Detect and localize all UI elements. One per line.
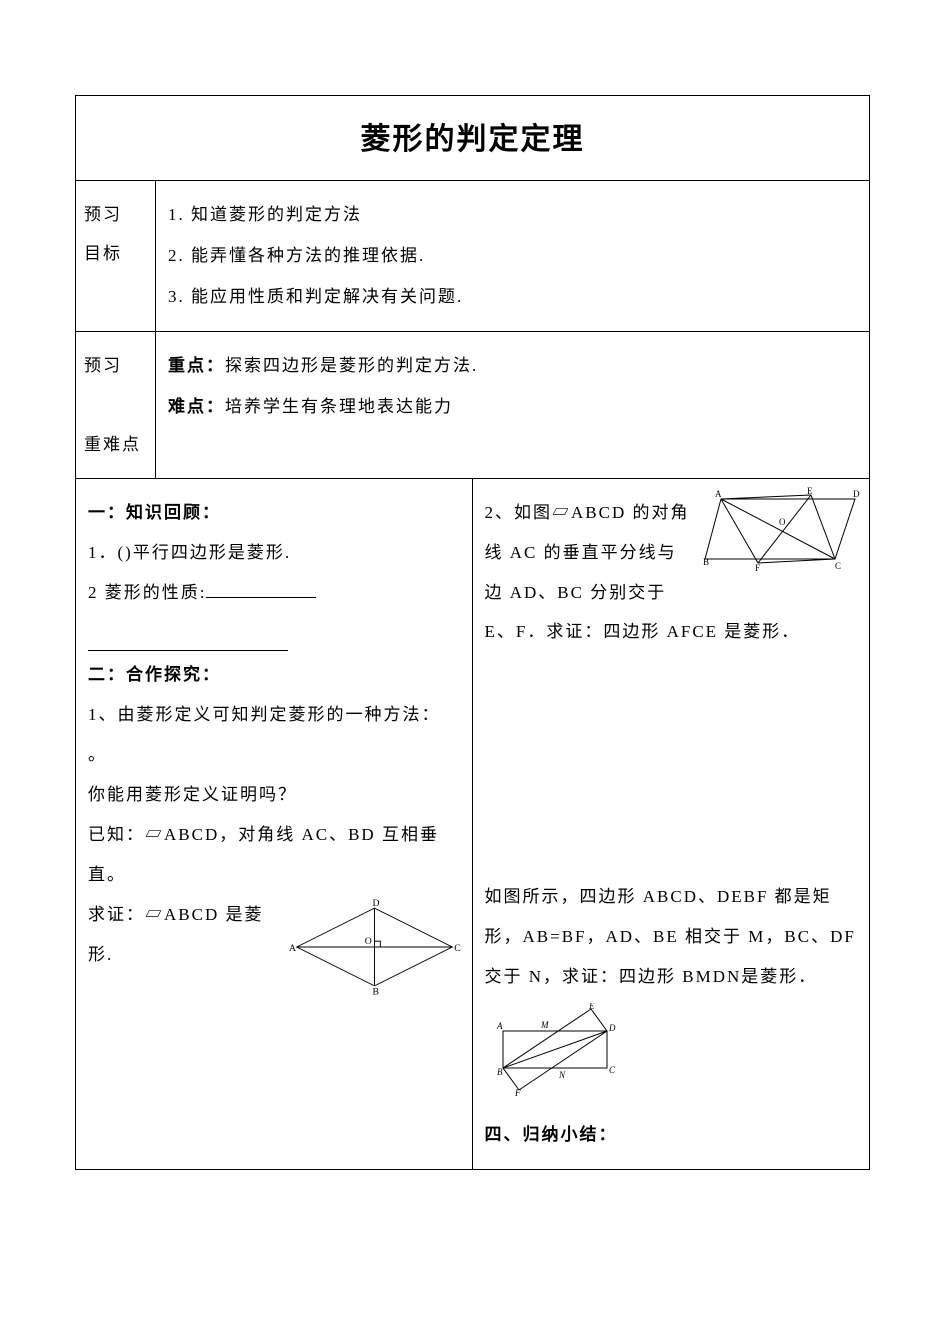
svg-text:D: D <box>853 489 862 499</box>
q3-text: 如图所示，四边形 ABCD、DEBF 都是矩形，AB=BF，AD、BE 相交于 … <box>485 877 860 997</box>
s1-line1: 1．()平行四边形是菱形. <box>88 533 462 573</box>
double-rect-svg: A D B C E F M N <box>485 1003 635 1098</box>
fill-blank-2 <box>88 634 288 651</box>
difficult-point-line: 难点：培养学生有条理地表达能力 <box>168 387 857 428</box>
svg-text:E: E <box>588 1003 597 1011</box>
svg-text:M: M <box>540 1020 551 1030</box>
s1-line2-text: 2 菱形的性质: <box>88 583 206 602</box>
svg-text:C: C <box>609 1065 617 1075</box>
svg-text:D: D <box>372 898 381 909</box>
spacer <box>485 652 860 877</box>
diff-label: 难点： <box>168 397 225 416</box>
preview-item-1: 1. 知道菱形的判定方法 <box>168 195 857 236</box>
q2-line-c: 边 AD、BC 分别交于 <box>485 573 695 613</box>
s2-prove: 求证：▱ABCD 是菱形. <box>88 905 263 964</box>
fill-blank-1 <box>206 581 316 598</box>
preview-goals-row: 预习 目标 1. 知道菱形的判定方法 2. 能弄懂各种方法的推理依据. 3. 能… <box>76 181 869 332</box>
q2-line-b: 线 AC 的垂直平分线与 <box>485 533 695 573</box>
svg-text:E: E <box>807 487 815 496</box>
s2-prove-with-figure: A C D B O 求证：▱ABCD 是菱形. <box>88 895 462 1056</box>
svg-text:D: D <box>608 1023 618 1033</box>
svg-text:F: F <box>514 1088 523 1098</box>
section-4-head: 四、归纳小结： <box>485 1115 860 1155</box>
worksheet-table: 菱形的判定定理 预习 目标 1. 知道菱形的判定方法 2. 能弄懂各种方法的推理… <box>75 95 870 1170</box>
double-rect-figure: A D B C E F M N <box>485 1003 860 1113</box>
svg-text:F: F <box>755 563 762 572</box>
section-1-head: 一：知识回顾： <box>88 493 462 533</box>
left-column: 一：知识回顾： 1．()平行四边形是菱形. 2 菱形的性质: 二：合作探究： 1… <box>76 479 473 1169</box>
rhombus-svg: A C D B O <box>287 897 462 997</box>
page-title: 菱形的判定定理 <box>76 114 869 158</box>
s2-line1: 1、由菱形定义可知判定菱形的一种方法： <box>88 695 462 735</box>
preview-item-2: 2. 能弄懂各种方法的推理依据. <box>168 236 857 277</box>
parallelogram-figure: A D E B C F O <box>703 487 863 587</box>
parallelogram-svg: A D E B C F O <box>703 487 863 572</box>
svg-text:O: O <box>779 517 788 527</box>
q2-line-d: E、F．求证：四边形 AFCE 是菱形． <box>485 612 860 652</box>
svg-text:B: B <box>497 1067 505 1077</box>
right-column: A D E B C F O 2、如图▱ABCD 的对角 线 AC 的垂直平分线与… <box>473 479 870 1169</box>
s2-given: 已知：▱ABCD，对角线 AC、BD 互相垂直。 <box>88 815 462 895</box>
key-point-line: 重点：探索四边形是菱形的判定方法. <box>168 346 857 387</box>
preview-content: 1. 知道菱形的判定方法 2. 能弄懂各种方法的推理依据. 3. 能应用性质和判… <box>156 181 869 331</box>
preview-label: 预习 目标 <box>76 181 156 331</box>
svg-text:O: O <box>364 936 373 947</box>
svg-text:B: B <box>703 557 711 567</box>
svg-text:A: A <box>496 1021 505 1031</box>
title-row: 菱形的判定定理 <box>76 96 869 181</box>
svg-text:C: C <box>454 943 462 954</box>
q2-line-a: 2、如图▱ABCD 的对角 <box>485 493 695 533</box>
svg-text:N: N <box>558 1070 567 1080</box>
svg-text:C: C <box>835 561 843 571</box>
key-difficult-row: 预习 重难点 重点：探索四边形是菱形的判定方法. 难点：培养学生有条理地表达能力 <box>76 332 869 478</box>
preview-item-3: 3. 能应用性质和判定解决有关问题. <box>168 277 857 318</box>
diff-text: 培养学生有条理地表达能力 <box>225 397 453 416</box>
kd-content: 重点：探索四边形是菱形的判定方法. 难点：培养学生有条理地表达能力 <box>156 332 869 477</box>
rhombus-figure: A C D B O <box>287 897 462 1012</box>
s2-question: 你能用菱形定义证明吗？ <box>88 775 462 815</box>
svg-text:A: A <box>288 943 297 954</box>
s1-line2: 2 菱形的性质: <box>88 573 462 613</box>
svg-text:A: A <box>715 489 724 499</box>
kd-label: 预习 重难点 <box>76 332 156 477</box>
section-2-head: 二：合作探究： <box>88 655 462 695</box>
svg-text:B: B <box>372 987 380 997</box>
body-row: 一：知识回顾： 1．()平行四边形是菱形. 2 菱形的性质: 二：合作探究： 1… <box>76 479 869 1169</box>
key-text: 探索四边形是菱形的判定方法. <box>225 356 478 375</box>
s2-dot: 。 <box>88 735 462 775</box>
key-label: 重点： <box>168 356 225 375</box>
